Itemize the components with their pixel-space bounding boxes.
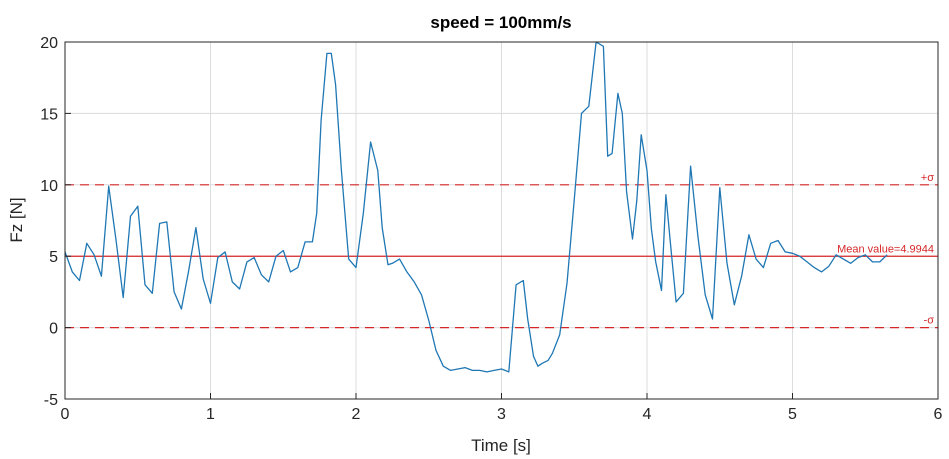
y-tick-label: 5 [49,249,58,266]
y-tick-label: 15 [40,106,58,123]
y-axis-ticks: -5 0 5 10 15 20 [40,35,71,409]
x-tick-label: 1 [206,406,215,423]
x-tick-label: 6 [934,406,943,423]
reference-line-label: -σ [924,315,935,327]
y-axis-title: Fz [N] [7,197,26,242]
x-tick-label: 0 [61,406,70,423]
reference-lines: +σ Mean value=4.9944 -σ [65,172,938,329]
reference-line-label: Mean value=4.9944 [837,243,934,255]
x-tick-label: 2 [352,406,361,423]
y-tick-label: -5 [44,392,58,409]
x-tick-label: 3 [497,406,506,423]
x-axis-title: Time [s] [471,436,531,455]
y-tick-label: 10 [40,178,58,195]
chart-title: speed = 100mm/s [430,13,571,32]
reference-line-label: +σ [921,172,934,184]
series-line-fz [64,41,888,373]
x-tick-label: 4 [643,406,652,423]
x-tick-label: 5 [788,406,797,423]
x-axis-ticks: 0 1 2 3 4 5 6 [61,393,943,423]
y-tick-label: 0 [49,321,58,338]
y-tick-label: 20 [40,35,58,52]
